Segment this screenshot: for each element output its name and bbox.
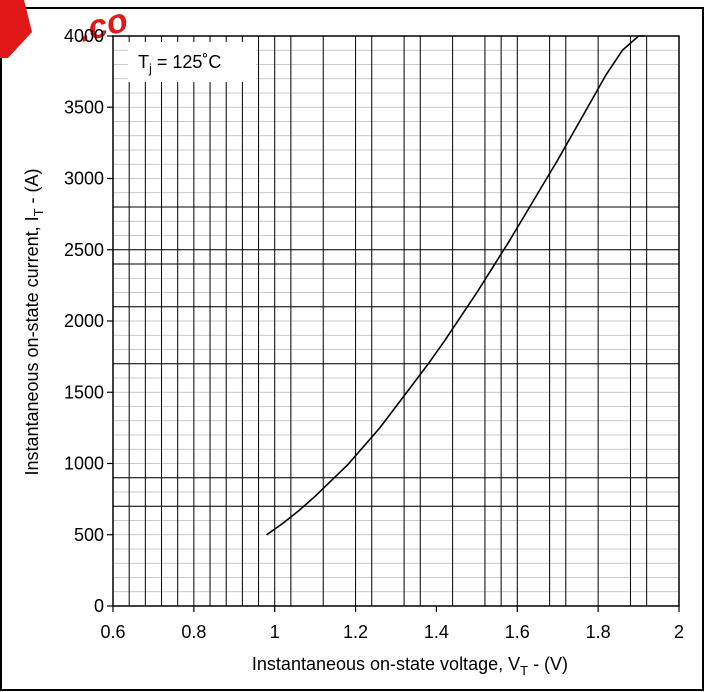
watermark-mark <box>0 0 32 58</box>
series-group <box>266 35 645 536</box>
x-axis-title-sub: T <box>520 663 528 678</box>
x-tick-label: 1.6 <box>505 622 530 642</box>
axis-ticks <box>107 35 680 612</box>
y-tick-labels: 0 500 1000 1500 2000 2500 3000 3500 4000 <box>64 26 104 616</box>
y-tick-label: 2000 <box>64 311 104 331</box>
y-tick-label: 3000 <box>64 169 104 189</box>
x-tick-label: 1 <box>270 622 280 642</box>
y-tick-label: 1500 <box>64 382 104 402</box>
x-axis-title: Instantaneous on-state voltage, VT - (V) <box>252 654 568 678</box>
x-tick-label: 0.6 <box>100 622 125 642</box>
x-tick-labels: 0.6 0.8 1 1.2 1.4 1.6 1.8 2 <box>100 622 684 642</box>
annotation-box <box>128 42 256 82</box>
y-axis-title-main: Instantaneous on-state current, I <box>22 216 42 475</box>
y-tick-label: 0 <box>94 596 104 616</box>
y-tick-label: 3500 <box>64 97 104 117</box>
temperature-annotation: Tj = 125˚C <box>128 42 256 82</box>
annotation-prefix: T <box>138 52 149 72</box>
x-axis-title-tail: - (V) <box>528 654 568 674</box>
y-tick-label: 1000 <box>64 454 104 474</box>
series-line <box>266 35 645 536</box>
y-axis-title: Instantaneous on-state current, IT - (A) <box>22 168 46 475</box>
x-tick-label: 2 <box>674 622 684 642</box>
x-axis-title-main: Instantaneous on-state voltage, V <box>252 654 520 674</box>
y-tick-label: 4000 <box>64 26 104 46</box>
major-gridlines <box>113 36 680 606</box>
annotation-sub: j <box>148 61 152 76</box>
y-tick-label: 2500 <box>64 240 104 260</box>
x-tick-label: 1.8 <box>586 622 611 642</box>
x-tick-label: 1.4 <box>424 622 449 642</box>
y-tick-label: 500 <box>74 525 104 545</box>
y-axis-title-sub: T <box>31 208 46 216</box>
annotation-suffix: = 125˚C <box>152 52 222 72</box>
x-tick-label: 1.2 <box>343 622 368 642</box>
y-axis-title-tail: - (A) <box>22 168 42 208</box>
annotation-text: Tj = 125˚C <box>138 52 221 76</box>
x-tick-label: 0.8 <box>181 622 206 642</box>
